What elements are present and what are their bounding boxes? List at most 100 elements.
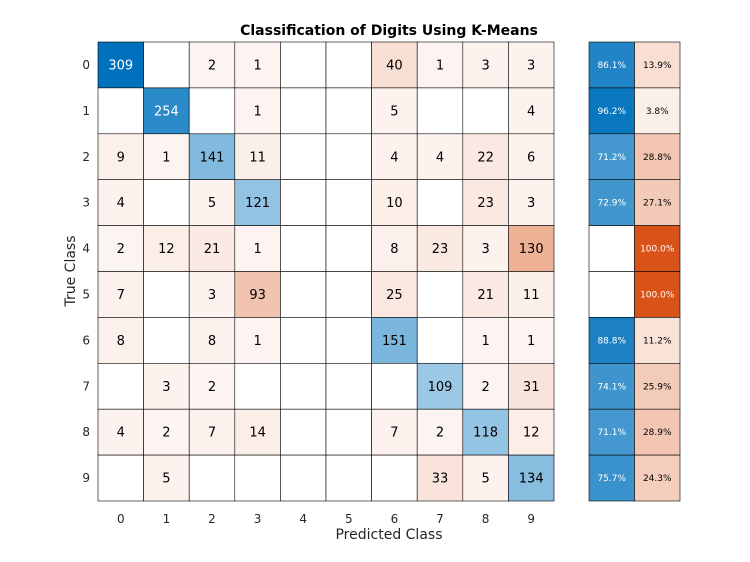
- cell-value-9-7: 33: [432, 472, 449, 487]
- summary-incorrect-cell-3: [634, 179, 681, 226]
- cell-value-8-1: 2: [162, 426, 170, 441]
- cell-0-7: [416, 41, 464, 89]
- y-tick-label-9: 9: [82, 471, 90, 485]
- summary-correct-cell-5: [588, 271, 635, 318]
- cell-3-9: [508, 179, 555, 226]
- cell-4-7: [416, 225, 464, 272]
- y-tick-label-2: 2: [82, 150, 90, 164]
- summary-correct-value-9: 75.7%: [597, 474, 626, 484]
- cell-9-3: [234, 454, 281, 502]
- summary-incorrect-cell-9: [634, 454, 681, 502]
- cell-1-7: [416, 87, 464, 135]
- cell-7-5: [325, 362, 372, 410]
- cell-0-8: [462, 41, 509, 89]
- summary-incorrect-value-5: 100.0%: [640, 290, 675, 300]
- cell-value-3-3: 121: [245, 196, 270, 211]
- cell-0-5: [325, 41, 372, 89]
- cell-7-6: [371, 362, 418, 410]
- cell-value-6-8: 1: [481, 334, 489, 349]
- cell-6-6: [371, 317, 418, 364]
- cell-1-9: [508, 87, 555, 135]
- x-axis-label: Predicted Class: [335, 527, 442, 543]
- y-tick-label-4: 4: [82, 242, 90, 256]
- cell-value-3-9: 3: [527, 196, 535, 211]
- cell-value-8-6: 7: [390, 426, 398, 441]
- cell-4-3: [234, 225, 281, 272]
- cell-value-5-6: 25: [386, 288, 403, 303]
- cell-value-1-1: 254: [154, 104, 179, 119]
- summary-incorrect-cell-0: [634, 41, 681, 89]
- cell-value-5-9: 11: [523, 288, 540, 303]
- summary-correct-cell-8: [588, 408, 635, 456]
- cell-value-4-3: 1: [253, 242, 261, 257]
- cell-value-4-8: 3: [481, 242, 489, 257]
- x-tick-label-8: 8: [482, 512, 490, 526]
- summary-incorrect-value-4: 100.0%: [640, 245, 675, 255]
- cell-2-7: [416, 133, 464, 181]
- cell-6-7: [416, 317, 464, 364]
- cell-0-3: [234, 41, 281, 89]
- cell-value-2-6: 4: [390, 150, 398, 165]
- cell-0-1: [143, 41, 190, 89]
- y-tick-label-7: 7: [82, 379, 90, 393]
- cell-value-0-9: 3: [527, 58, 535, 73]
- cell-1-4: [280, 87, 327, 135]
- cell-3-7: [416, 179, 464, 226]
- x-tick-label-3: 3: [254, 512, 262, 526]
- x-tick-label-0: 0: [117, 512, 125, 526]
- y-tick-label-1: 1: [82, 104, 90, 118]
- x-tick-label-6: 6: [391, 512, 399, 526]
- cell-value-6-3: 1: [253, 334, 261, 349]
- summary-incorrect-cell-2: [634, 133, 681, 181]
- cell-3-5: [325, 179, 372, 226]
- cell-3-2: [188, 179, 236, 226]
- cell-9-7: [416, 454, 464, 502]
- cell-8-2: [188, 408, 236, 456]
- cell-2-4: [280, 133, 327, 181]
- cell-2-1: [143, 133, 190, 181]
- cell-3-6: [371, 179, 418, 226]
- cell-5-8: [462, 271, 509, 318]
- summary-incorrect-value-0: 13.9%: [643, 61, 672, 71]
- cell-9-1: [143, 454, 190, 502]
- cell-value-4-2: 21: [204, 242, 221, 257]
- cell-7-7: [416, 362, 464, 410]
- cell-value-0-0: 309: [108, 58, 133, 73]
- cell-4-2: [188, 225, 236, 272]
- summary-incorrect-value-9: 24.3%: [643, 474, 672, 484]
- cell-value-6-6: 151: [382, 334, 407, 349]
- summary-correct-cell-3: [588, 179, 635, 226]
- cell-value-1-3: 1: [253, 104, 261, 119]
- cell-value-4-1: 12: [158, 242, 175, 257]
- cell-5-1: [143, 271, 190, 318]
- cell-value-8-2: 7: [208, 426, 216, 441]
- cell-value-0-8: 3: [481, 58, 489, 73]
- cell-3-3: [234, 179, 281, 226]
- cell-6-9: [508, 317, 555, 364]
- cell-value-9-8: 5: [481, 472, 489, 487]
- summary-correct-value-3: 72.9%: [597, 199, 626, 209]
- cell-value-5-8: 21: [477, 288, 494, 303]
- cell-value-6-0: 8: [117, 334, 125, 349]
- x-tick-label-5: 5: [345, 512, 353, 526]
- y-tick-label-3: 3: [82, 196, 90, 210]
- cell-6-4: [280, 317, 327, 364]
- cell-8-4: [280, 408, 327, 456]
- cell-9-9: [508, 454, 555, 502]
- cell-value-4-9: 130: [519, 242, 544, 257]
- cell-value-2-9: 6: [527, 150, 535, 165]
- cell-5-6: [371, 271, 418, 318]
- summary-correct-value-0: 86.1%: [597, 61, 626, 71]
- cell-value-2-7: 4: [436, 150, 444, 165]
- cell-0-6: [371, 41, 418, 89]
- cell-value-7-2: 2: [208, 380, 216, 395]
- cell-1-0: [97, 87, 144, 135]
- summary-incorrect-value-8: 28.9%: [643, 428, 672, 438]
- cell-value-5-0: 7: [117, 288, 125, 303]
- summary-correct-cell-6: [588, 317, 635, 364]
- cell-value-2-1: 1: [162, 150, 170, 165]
- summary-correct-value-8: 71.1%: [597, 428, 626, 438]
- cell-value-2-8: 22: [477, 150, 494, 165]
- x-tick-label-4: 4: [299, 512, 307, 526]
